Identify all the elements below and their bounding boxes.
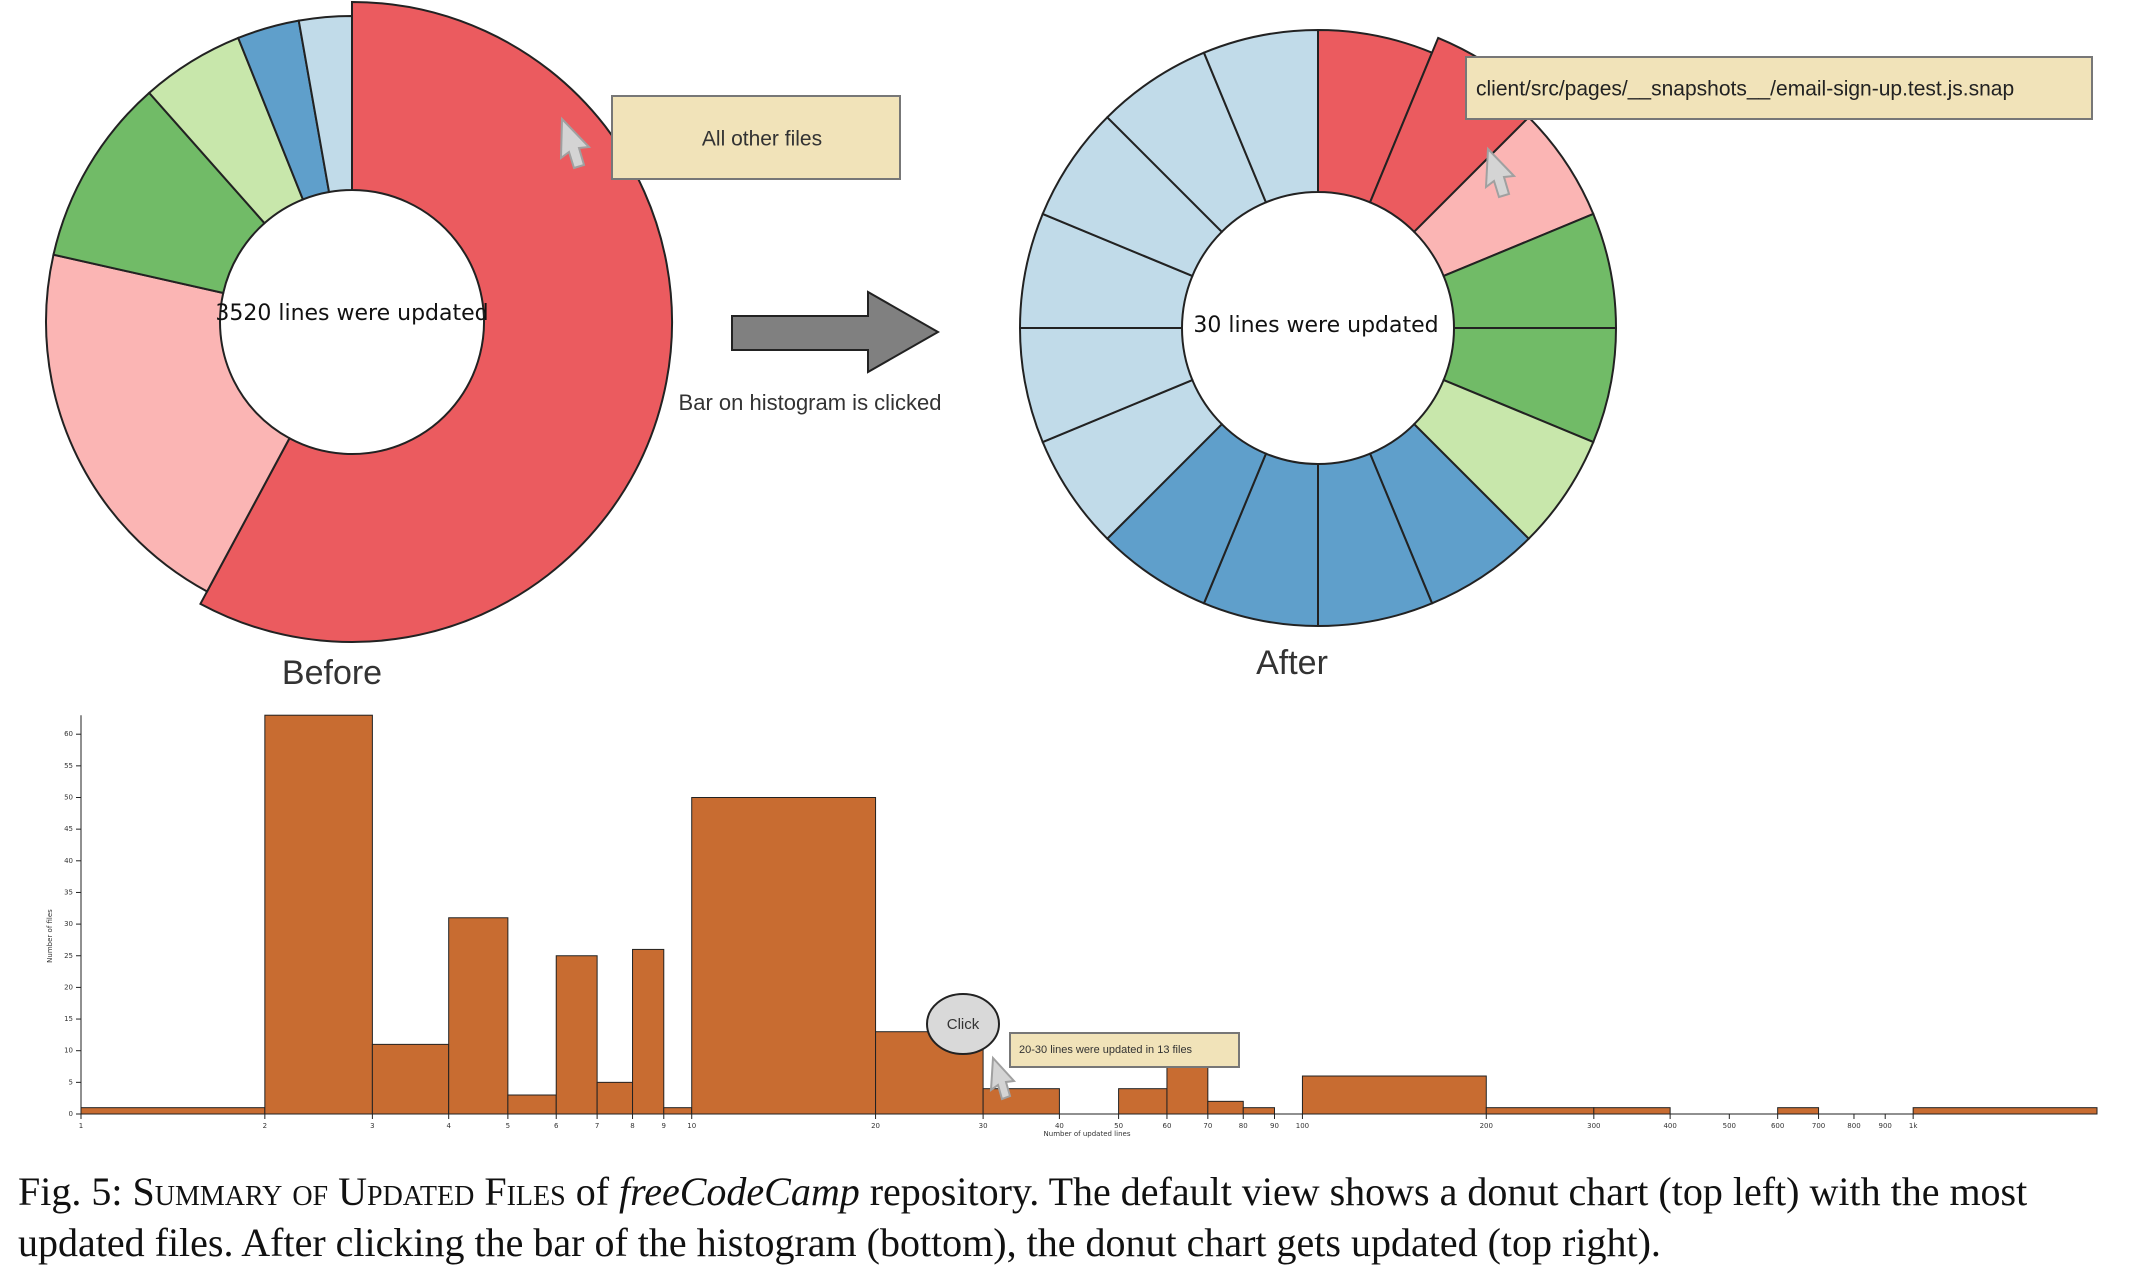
- donut-after-center-label: 30 lines were updated: [1193, 313, 1438, 338]
- donut-slice[interactable]: [52, 91, 266, 295]
- histogram-bar[interactable]: [1485, 1107, 1595, 1115]
- x-tick-label: 60: [1162, 1122, 1171, 1130]
- donut-after-caption-label: After: [1256, 644, 1328, 682]
- histogram-bar[interactable]: [80, 1107, 266, 1115]
- donut-before-center-label: 3520 lines were updated: [215, 301, 488, 326]
- x-tick-label: 100: [1296, 1122, 1309, 1130]
- histogram-bar[interactable]: [264, 714, 373, 1115]
- histogram-bar[interactable]: [371, 1043, 450, 1115]
- y-tick-label: 20: [64, 983, 73, 991]
- histogram-bar[interactable]: [1593, 1107, 1671, 1115]
- histogram-y-axis: 0 5 10 15 20 25 30 35 40 45 50 55 60: [64, 715, 82, 1118]
- cursor-pointer-icon: [559, 116, 592, 170]
- histogram-y-axis-label: Number of files: [46, 909, 54, 963]
- x-tick-label: 4: [446, 1122, 451, 1130]
- transition-arrow-icon: [731, 290, 941, 374]
- after-tooltip-text: client/src/pages/__snapshots__/email-sig…: [1476, 78, 2014, 101]
- x-tick-label: 300: [1587, 1122, 1600, 1130]
- x-tick-label: 200: [1480, 1122, 1493, 1130]
- x-tick-label: 90: [1270, 1122, 1279, 1130]
- click-marker-label: Click: [947, 1016, 980, 1033]
- donut-slice[interactable]: [297, 14, 353, 194]
- x-tick-label: 500: [1723, 1122, 1736, 1130]
- x-tick-label: 900: [1879, 1122, 1892, 1130]
- histogram-bar[interactable]: [632, 948, 665, 1115]
- caption-repo: freeCodeCamp: [619, 1169, 860, 1214]
- histogram-bar[interactable]: [507, 1094, 557, 1115]
- y-tick-label: 60: [64, 730, 73, 738]
- donut-before: [45, 0, 673, 643]
- x-tick-label: 8: [630, 1122, 634, 1130]
- histogram-bar[interactable]: [982, 1088, 1060, 1115]
- histogram-bar[interactable]: [663, 1107, 693, 1115]
- histogram-bar[interactable]: [448, 917, 509, 1115]
- x-tick-label: 600: [1771, 1122, 1784, 1130]
- x-tick-label: 6: [554, 1122, 559, 1130]
- after-tooltip: client/src/pages/__snapshots__/email-sig…: [1465, 56, 2093, 120]
- y-tick-label: 40: [64, 857, 73, 865]
- x-tick-label: 20: [871, 1122, 880, 1130]
- caption-lead: Fig. 5:: [18, 1169, 133, 1214]
- cursor-pointer-icon: [1484, 146, 1517, 199]
- before-tooltip: All other files: [611, 95, 901, 180]
- histogram-bar[interactable]: [691, 797, 877, 1115]
- histogram-x-axis: 1 2 3 4 5 6 7 8 9 10 20 30 40 50 60 70 80 90 100 200 300 400 5…: [79, 1113, 2097, 1130]
- x-tick-label: 1: [79, 1122, 83, 1130]
- histogram-x-axis-label: Number of updated lines: [1044, 1130, 1131, 1138]
- y-tick-label: 45: [64, 825, 73, 833]
- x-tick-label: 400: [1663, 1122, 1676, 1130]
- transition-label: Bar on histogram is clicked: [679, 390, 942, 415]
- histogram-tooltip-text: 20-30 lines were updated in 13 files: [1019, 1044, 1193, 1056]
- donut-slice[interactable]: [45, 253, 291, 593]
- histogram-bar[interactable]: [555, 955, 598, 1115]
- before-tooltip-text: All other files: [702, 128, 822, 151]
- x-tick-label: 7: [595, 1122, 599, 1130]
- x-tick-label: 10: [687, 1122, 696, 1130]
- histogram-bar[interactable]: [596, 1081, 634, 1115]
- y-tick-label: 50: [64, 794, 73, 802]
- histogram-tooltip: 20-30 lines were updated in 13 files: [1009, 1032, 1240, 1068]
- histogram-bar[interactable]: [1912, 1107, 2098, 1115]
- click-marker: Click: [926, 993, 1000, 1055]
- y-tick-label: 0: [69, 1110, 73, 1118]
- cursor-pointer-icon: [989, 1055, 1017, 1101]
- y-tick-label: 10: [64, 1047, 73, 1055]
- donut-slice[interactable]: [1202, 28, 1319, 204]
- y-tick-label: 5: [69, 1078, 73, 1086]
- caption-mid: of: [565, 1169, 620, 1214]
- y-tick-label: 25: [64, 952, 73, 960]
- y-tick-label: 30: [64, 920, 73, 928]
- histogram-bar[interactable]: [1242, 1107, 1275, 1115]
- histogram-bars: [80, 714, 2098, 1115]
- y-tick-label: 55: [64, 762, 73, 770]
- x-tick-label: 3: [370, 1122, 374, 1130]
- figure-caption: Fig. 5: Summary of Updated Files of free…: [18, 1166, 2138, 1268]
- x-tick-label: 50: [1114, 1122, 1123, 1130]
- histogram-bar[interactable]: [1118, 1088, 1168, 1115]
- x-tick-label: 2: [263, 1122, 267, 1130]
- x-tick-label: 5: [506, 1122, 510, 1130]
- caption-title: Summary of Updated Files: [132, 1169, 566, 1214]
- x-tick-label: 700: [1812, 1122, 1825, 1130]
- x-tick-label: 30: [979, 1122, 988, 1130]
- x-tick-label: 1k: [1909, 1122, 1918, 1130]
- x-tick-label: 9: [662, 1122, 666, 1130]
- histogram-bar[interactable]: [1207, 1100, 1244, 1115]
- histogram-bar[interactable]: [1777, 1107, 1820, 1115]
- caption-rest: repository. The default view shows a don…: [18, 1169, 2028, 1265]
- x-tick-label: 80: [1239, 1122, 1248, 1130]
- x-tick-label: 800: [1847, 1122, 1860, 1130]
- histogram-bar[interactable]: [1301, 1075, 1487, 1115]
- donut-before-caption-label: Before: [282, 654, 382, 692]
- x-tick-label: 70: [1203, 1122, 1212, 1130]
- x-tick-label: 40: [1055, 1122, 1064, 1130]
- y-tick-label: 35: [64, 888, 73, 896]
- y-tick-label: 15: [64, 1015, 73, 1023]
